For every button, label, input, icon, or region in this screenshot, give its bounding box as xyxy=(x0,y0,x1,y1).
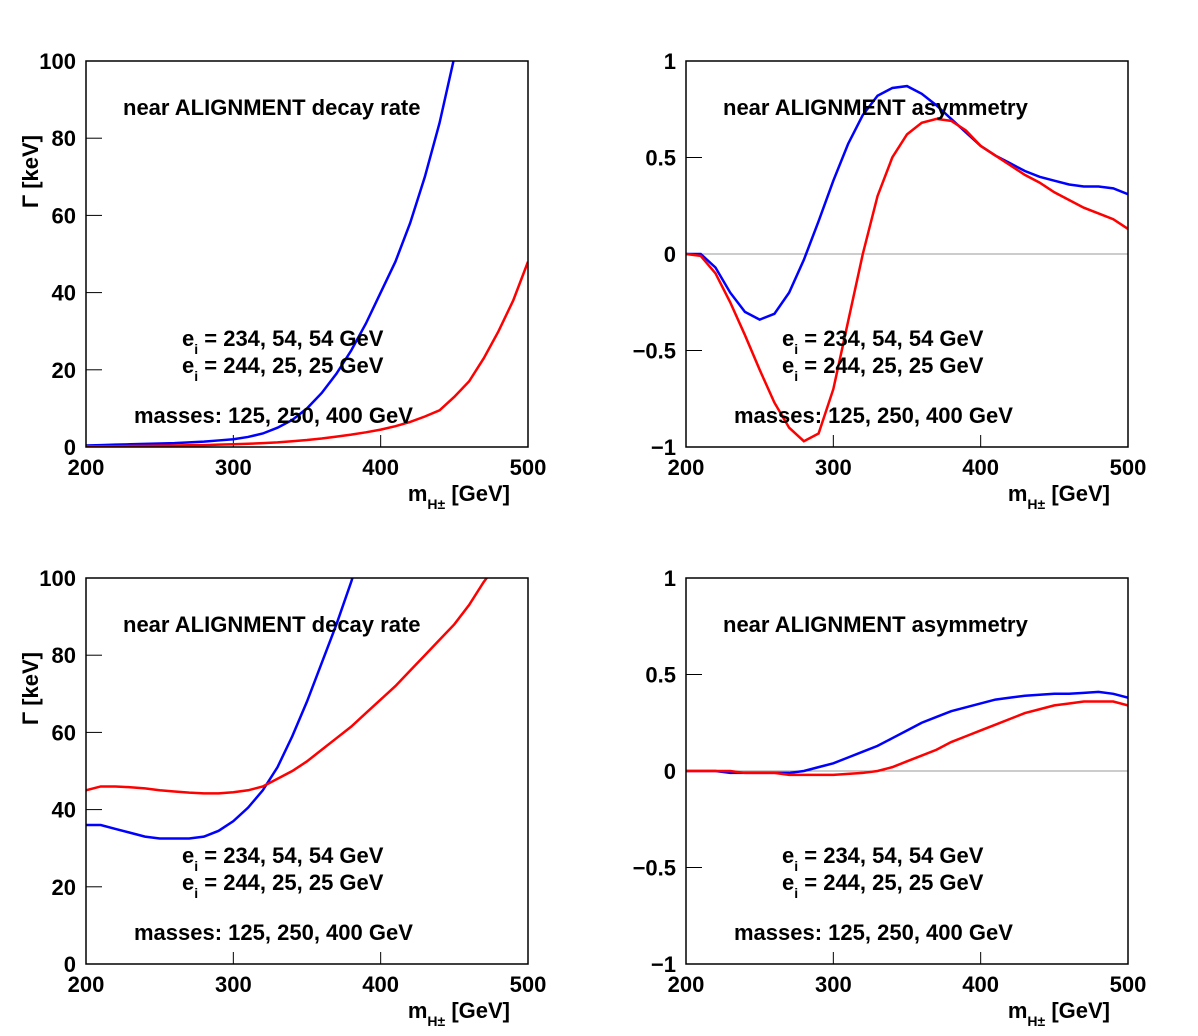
x-tick-label: 500 xyxy=(510,455,547,480)
panel-title: near ALIGNMENT decay rate xyxy=(123,95,421,120)
y-tick-label: 1 xyxy=(664,49,676,74)
x-axis-label: mH± [GeV] xyxy=(408,481,510,512)
panel-title: near ALIGNMENT decay rate xyxy=(123,612,421,637)
curve xyxy=(86,578,489,795)
annotation: ei = 234, 54, 54 GeV xyxy=(182,843,384,874)
curve xyxy=(86,61,455,447)
x-tick-label: 400 xyxy=(362,972,399,997)
plot-frame xyxy=(685,577,1129,965)
curve xyxy=(86,261,528,447)
annotation: masses: 125, 250, 400 GeV xyxy=(134,920,413,945)
panel: −1 −0.5 0 0.5 1 200 300 400 500 near ALIGNMENT as… xyxy=(633,49,1147,512)
x-tick-label: 400 xyxy=(362,455,399,480)
x-tick-label: 300 xyxy=(215,455,252,480)
x-tick-label: 200 xyxy=(668,455,705,480)
y-tick-label: 40 xyxy=(52,798,76,823)
y-tick-label: 20 xyxy=(52,358,76,383)
x-tick-label: 300 xyxy=(815,455,852,480)
y-tick-label: 0.5 xyxy=(645,146,676,171)
y-tick-label: 0.5 xyxy=(645,663,676,688)
x-tick-label: 200 xyxy=(68,455,105,480)
y-tick-label: 0 xyxy=(664,759,676,784)
panel: 0 20 40 60 80 100 200 300 400 500 near ALIGNMENT d… xyxy=(18,49,546,512)
y-tick-label: 100 xyxy=(39,49,76,74)
y-tick-label: 80 xyxy=(52,643,76,668)
y-tick-label: 80 xyxy=(52,126,76,151)
x-tick-label: 500 xyxy=(510,972,547,997)
x-tick-label: 200 xyxy=(668,972,705,997)
annotation: ei = 234, 54, 54 GeV xyxy=(782,843,984,874)
annotation: ei = 244, 25, 25 GeV xyxy=(182,870,384,901)
annotation: ei = 244, 25, 25 GeV xyxy=(782,870,984,901)
curve xyxy=(686,84,1128,321)
x-axis-label: mH± [GeV] xyxy=(408,998,510,1029)
curve xyxy=(686,700,1128,777)
annotation: masses: 125, 250, 400 GeV xyxy=(134,403,413,428)
annotation: masses: 125, 250, 400 GeV xyxy=(734,920,1013,945)
plot-frame xyxy=(85,577,529,965)
x-tick-label: 300 xyxy=(215,972,252,997)
x-axis-label: mH± [GeV] xyxy=(1008,481,1110,512)
x-tick-label: 400 xyxy=(962,455,999,480)
y-tick-label: 40 xyxy=(52,281,76,306)
panel: −1 −0.5 0 0.5 1 200 300 400 500 near ALIGNMENT as… xyxy=(633,566,1147,1029)
y-tick-label: −1 xyxy=(651,952,676,977)
panel-title: near ALIGNMENT asymmetry xyxy=(723,95,1029,120)
y-tick-label: 0 xyxy=(64,952,76,977)
x-axis-label: mH± [GeV] xyxy=(1008,998,1110,1029)
x-tick-label: 500 xyxy=(1110,455,1147,480)
y-axis-label: Γ [keV] xyxy=(18,135,43,208)
y-axis-label: Γ [keV] xyxy=(18,652,43,725)
plot-frame xyxy=(85,60,529,448)
annotation: ei = 244, 25, 25 GeV xyxy=(182,353,384,384)
annotation: masses: 125, 250, 400 GeV xyxy=(734,403,1013,428)
curve xyxy=(86,578,354,840)
x-tick-label: 200 xyxy=(68,972,105,997)
panel-title: near ALIGNMENT asymmetry xyxy=(723,612,1029,637)
x-tick-label: 400 xyxy=(962,972,999,997)
x-tick-label: 500 xyxy=(1110,972,1147,997)
y-tick-label: 1 xyxy=(664,566,676,591)
y-tick-label: 0 xyxy=(64,435,76,460)
plot-frame xyxy=(685,60,1129,448)
curve xyxy=(686,117,1128,443)
y-tick-label: 0 xyxy=(664,242,676,267)
y-tick-label: −1 xyxy=(651,435,676,460)
annotation: ei = 234, 54, 54 GeV xyxy=(782,326,984,357)
annotation: ei = 244, 25, 25 GeV xyxy=(782,353,984,384)
panel: 0 20 40 60 80 100 200 300 400 500 near ALIGNMENT d… xyxy=(18,566,547,1029)
y-tick-label: −0.5 xyxy=(633,339,676,364)
y-tick-label: 20 xyxy=(52,875,76,900)
y-tick-label: 100 xyxy=(39,566,76,591)
y-tick-label: 60 xyxy=(52,203,76,228)
x-tick-label: 300 xyxy=(815,972,852,997)
y-tick-label: 60 xyxy=(52,720,76,745)
y-tick-label: −0.5 xyxy=(633,856,676,881)
annotation: ei = 234, 54, 54 GeV xyxy=(182,326,384,357)
